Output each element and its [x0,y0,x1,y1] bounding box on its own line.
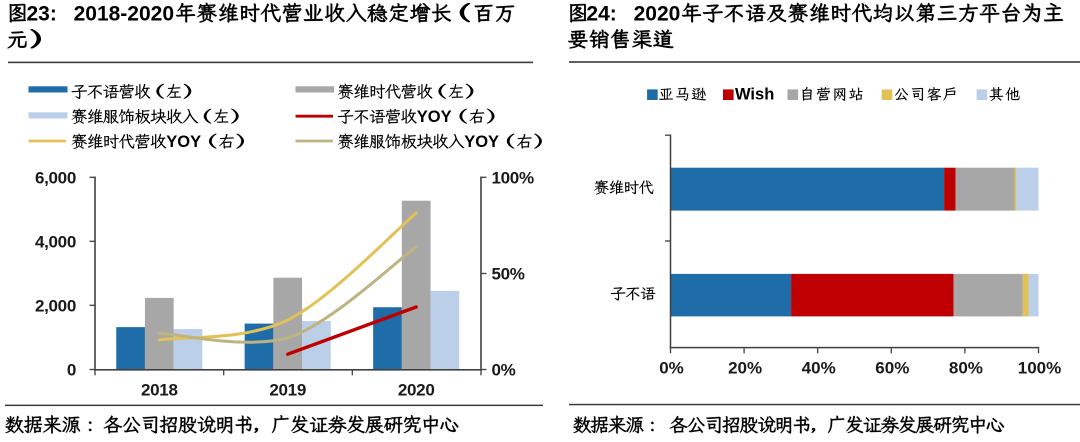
svg-text:100%: 100% [1018,359,1061,378]
svg-text:0%: 0% [659,359,684,378]
svg-text:YOY: YOY [417,108,452,126]
svg-text:2019: 2019 [269,380,306,399]
svg-text:4,000: 4,000 [35,232,76,251]
svg-text:0: 0 [67,361,76,380]
svg-text:20%: 20% [728,359,762,378]
svg-text:100%: 100% [492,168,534,187]
svg-text:YOY: YOY [464,133,499,151]
svg-text:80%: 80% [949,359,983,378]
svg-text:6,000: 6,000 [35,168,76,187]
svg-text:40%: 40% [802,359,836,378]
svg-text:60%: 60% [875,359,909,378]
svg-text:2020: 2020 [634,2,681,25]
svg-text:50%: 50% [492,265,525,284]
svg-text:2020: 2020 [398,380,435,399]
svg-text:2,000: 2,000 [35,296,76,315]
svg-text:0%: 0% [492,361,516,380]
svg-text:23:: 23: [27,2,57,25]
svg-text:24:: 24: [586,2,616,25]
svg-text:YOY: YOY [166,133,201,151]
svg-text:2018: 2018 [141,380,178,399]
svg-text:Wish: Wish [735,85,774,103]
svg-text:2018-2020: 2018-2020 [74,2,174,25]
